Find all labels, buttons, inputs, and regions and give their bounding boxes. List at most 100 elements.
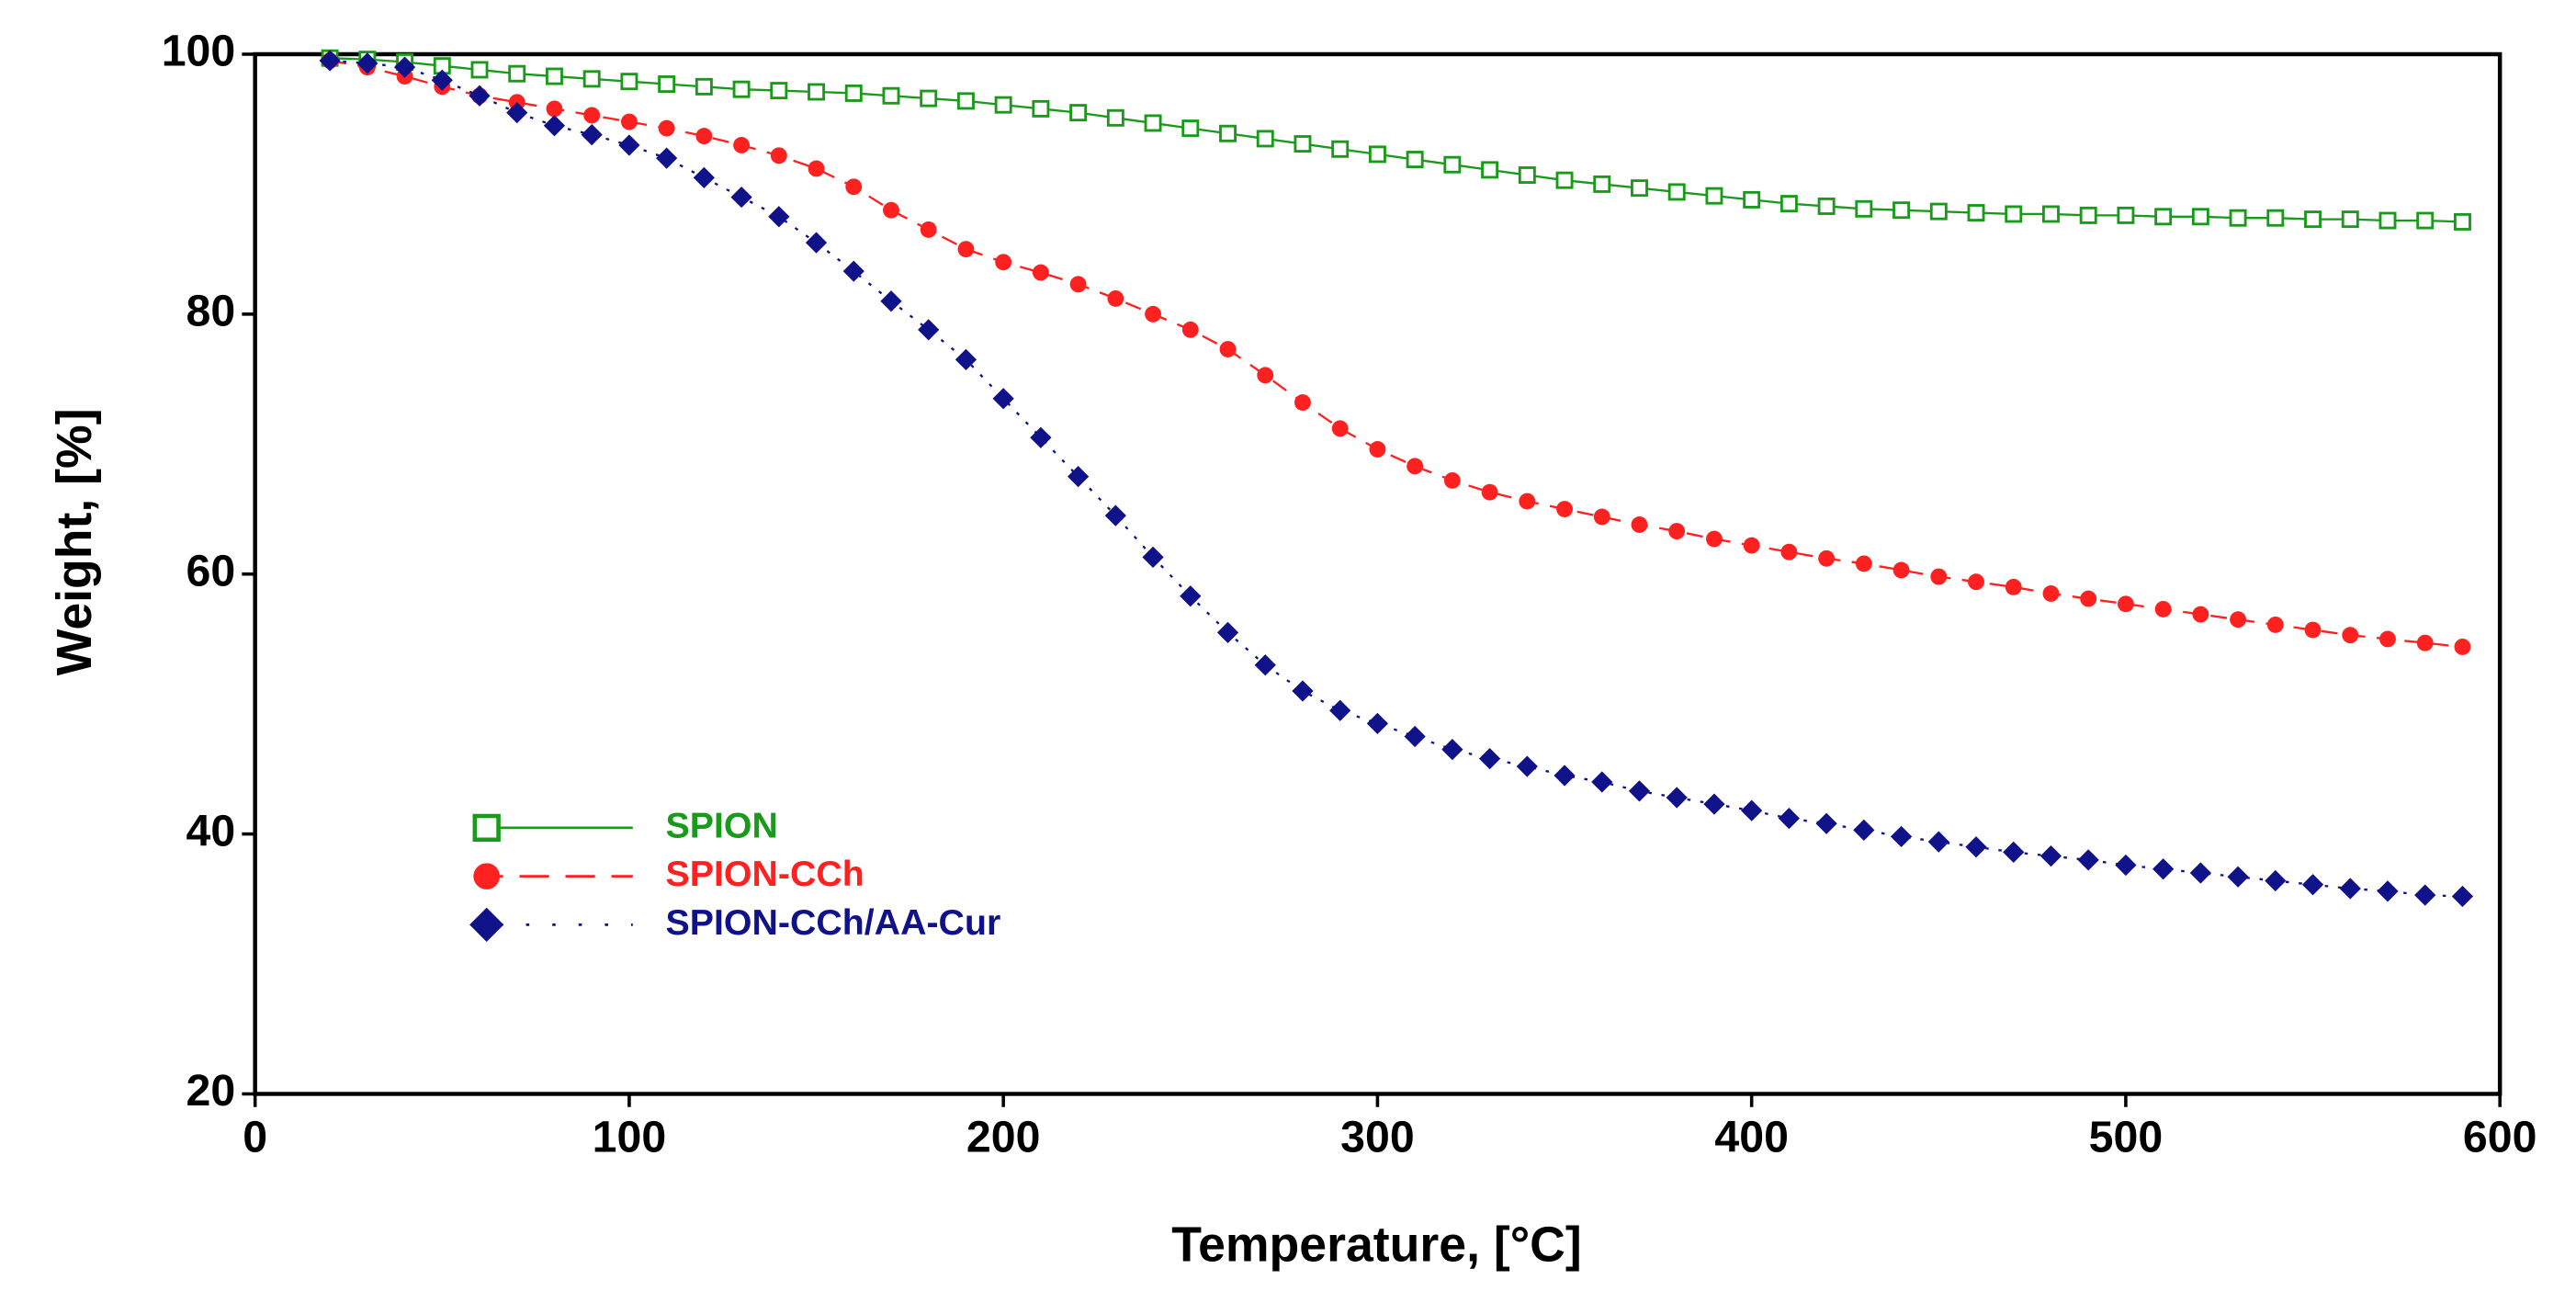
data-point bbox=[918, 319, 940, 341]
data-point bbox=[1443, 471, 1461, 489]
data-point bbox=[770, 82, 788, 100]
data-point bbox=[1968, 573, 1984, 591]
data-point bbox=[583, 107, 601, 124]
data-point bbox=[1443, 155, 1462, 174]
data-point bbox=[920, 89, 938, 108]
data-point bbox=[880, 290, 902, 312]
x-axis-title: Temperature, [°C] bbox=[1171, 1218, 1581, 1273]
data-point bbox=[770, 147, 787, 164]
x-tick-label: 0 bbox=[243, 1112, 267, 1161]
data-point bbox=[1292, 680, 1314, 702]
data-point bbox=[1294, 394, 1311, 411]
data-point bbox=[1705, 187, 1723, 205]
data-point bbox=[844, 84, 863, 102]
data-point bbox=[1815, 812, 1837, 834]
data-point bbox=[1069, 276, 1087, 293]
data-point bbox=[1406, 151, 1424, 169]
legend-marker bbox=[473, 863, 500, 889]
data-point bbox=[1778, 808, 1801, 830]
data-point bbox=[1404, 725, 1426, 748]
data-point bbox=[1369, 441, 1386, 458]
data-point bbox=[920, 221, 937, 238]
x-tick-label: 600 bbox=[2463, 1112, 2537, 1161]
data-point bbox=[2191, 208, 2209, 226]
data-point bbox=[2192, 606, 2209, 623]
data-point bbox=[695, 77, 713, 96]
data-point bbox=[2117, 206, 2135, 224]
data-point bbox=[2080, 590, 2097, 607]
legend-label: SPION-CCh/AA-Cur bbox=[666, 902, 1001, 943]
data-point bbox=[1329, 699, 1351, 721]
data-point bbox=[1668, 523, 1686, 539]
data-point bbox=[1219, 341, 1237, 357]
data-point bbox=[2039, 845, 2062, 867]
data-point bbox=[2077, 849, 2099, 871]
data-point bbox=[2304, 621, 2322, 639]
data-point bbox=[545, 67, 563, 85]
data-point bbox=[581, 124, 603, 146]
data-point bbox=[1481, 161, 1499, 179]
data-point bbox=[1181, 119, 1200, 138]
data-point bbox=[1591, 771, 1613, 793]
data-point bbox=[1030, 426, 1052, 448]
data-point bbox=[1366, 712, 1389, 735]
data-point bbox=[2301, 874, 2324, 896]
data-point bbox=[1555, 171, 1574, 189]
data-point bbox=[1741, 799, 1763, 821]
data-point bbox=[2342, 627, 2359, 644]
data-point bbox=[1256, 130, 1274, 148]
x-tick-label: 300 bbox=[1340, 1112, 1415, 1161]
data-point bbox=[1967, 204, 1985, 222]
data-point bbox=[2005, 205, 2023, 223]
x-tick-label: 200 bbox=[966, 1112, 1041, 1161]
y-tick-label: 100 bbox=[162, 27, 236, 76]
data-point bbox=[356, 52, 378, 74]
data-point bbox=[1219, 124, 1237, 142]
data-point bbox=[2414, 884, 2436, 906]
data-point bbox=[469, 85, 491, 107]
data-point bbox=[805, 232, 828, 254]
data-point bbox=[1706, 530, 1723, 548]
data-point bbox=[1780, 543, 1798, 561]
data-point bbox=[808, 83, 826, 101]
data-point bbox=[2115, 854, 2137, 877]
data-point bbox=[695, 128, 713, 145]
data-point bbox=[1743, 190, 1761, 209]
data-point bbox=[845, 178, 863, 196]
data-point bbox=[1666, 787, 1688, 809]
data-point bbox=[2227, 866, 2249, 888]
data-point bbox=[1331, 140, 1350, 158]
data-point bbox=[693, 166, 715, 188]
data-point bbox=[1180, 585, 1202, 607]
data-point bbox=[732, 80, 751, 98]
data-point bbox=[1032, 264, 1049, 281]
legend-label: SPION-CCh bbox=[666, 854, 864, 894]
data-point bbox=[506, 102, 528, 124]
y-tick-label: 60 bbox=[186, 546, 236, 595]
data-point bbox=[2189, 862, 2211, 884]
data-point bbox=[1929, 202, 1948, 221]
data-point bbox=[1817, 197, 1836, 215]
data-point bbox=[2339, 878, 2361, 900]
data-point bbox=[1181, 321, 1199, 338]
data-point bbox=[2454, 638, 2471, 655]
data-point bbox=[808, 160, 825, 177]
data-point bbox=[1516, 755, 1538, 777]
data-point bbox=[1106, 108, 1124, 127]
data-point bbox=[1069, 104, 1088, 122]
data-point bbox=[470, 61, 489, 79]
data-point bbox=[2377, 880, 2399, 902]
data-point bbox=[2152, 858, 2175, 880]
data-point bbox=[546, 100, 563, 118]
data-point bbox=[2229, 209, 2247, 227]
data-point bbox=[2453, 212, 2471, 231]
data-point bbox=[508, 64, 526, 83]
data-point bbox=[319, 50, 341, 72]
data-point bbox=[2079, 206, 2097, 224]
data-point bbox=[2003, 841, 2025, 864]
data-point bbox=[618, 134, 640, 156]
data-point bbox=[994, 96, 1012, 114]
data-point bbox=[883, 201, 899, 219]
data-point bbox=[1631, 516, 1648, 533]
data-point bbox=[2265, 869, 2287, 892]
